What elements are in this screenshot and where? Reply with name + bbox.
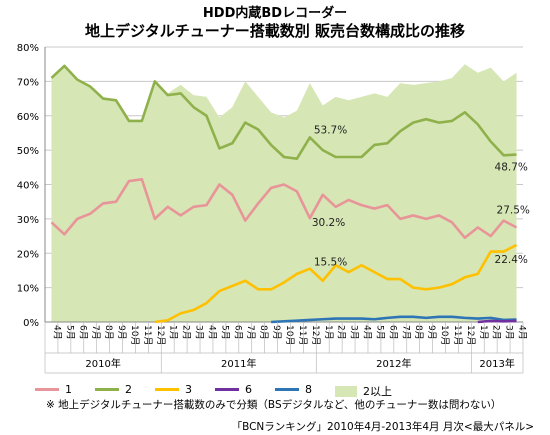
x-tick-label: 11月 bbox=[142, 325, 153, 345]
year-label: 2010年 bbox=[85, 357, 120, 370]
source-note: 「BCNランキング」2010年4月-2013年4月 月次<最大パネル> bbox=[231, 421, 534, 433]
legend-label-2plus: 2以上 bbox=[363, 385, 392, 398]
data-label: 30.2% bbox=[312, 217, 345, 229]
x-tick-label: 11月 bbox=[452, 325, 463, 345]
x-tick-label: 9月 bbox=[426, 325, 437, 340]
legend-swatch-3 bbox=[155, 388, 179, 391]
chart-title: HDD内蔵BDレコーダー bbox=[202, 6, 348, 21]
x-tick-label: 10月 bbox=[129, 325, 140, 345]
year-label: 2012年 bbox=[376, 357, 411, 370]
x-tick-label: 8月 bbox=[413, 325, 424, 340]
x-tick-label: 7月 bbox=[245, 325, 256, 340]
legend: 1 2 3 6 8 2以上 bbox=[35, 383, 515, 399]
legend-label-1: 1 bbox=[65, 383, 72, 396]
line-series-8 bbox=[271, 315, 517, 324]
x-tick-label: 6月 bbox=[387, 325, 398, 340]
x-tick-label: 5月 bbox=[374, 325, 385, 340]
line-series-6 bbox=[477, 319, 517, 324]
legend-label-6: 6 bbox=[245, 383, 252, 396]
data-label: 22.4% bbox=[495, 254, 528, 266]
legend-item-6: 6 bbox=[215, 383, 252, 396]
y-tick-label: 50% bbox=[17, 146, 39, 157]
line-series-2 bbox=[50, 64, 517, 161]
x-tick-label: 10月 bbox=[439, 325, 450, 345]
x-tick-label: 2月 bbox=[491, 325, 502, 340]
x-tick-label: 5月 bbox=[64, 325, 75, 340]
x-tick-label: 4月 bbox=[517, 325, 528, 340]
y-tick-label: 30% bbox=[17, 215, 39, 226]
legend-label-8: 8 bbox=[305, 383, 312, 396]
x-tick-label: 7月 bbox=[400, 325, 411, 340]
data-label: 53.7% bbox=[314, 124, 347, 136]
x-tick-label: 1月 bbox=[168, 325, 179, 340]
legend-label-2: 2 bbox=[125, 383, 132, 396]
x-tick-label: 3月 bbox=[194, 325, 205, 340]
footnote: ※ 地上デジタルチューナー搭載数のみで分類（BSデジタルなど、他のチューナー数は… bbox=[46, 399, 502, 411]
data-label: 27.5% bbox=[497, 204, 530, 216]
legend-swatch-2plus bbox=[335, 385, 357, 397]
x-tick-label: 11月 bbox=[297, 325, 308, 345]
x-tick-label: 8月 bbox=[258, 325, 269, 340]
x-tick-label: 1月 bbox=[478, 325, 489, 340]
legend-item-1: 1 bbox=[35, 383, 72, 396]
line-series-3 bbox=[154, 243, 518, 324]
y-tick-label: 80% bbox=[17, 43, 39, 54]
x-tick-label: 9月 bbox=[271, 325, 282, 340]
legend-item-8: 8 bbox=[275, 383, 312, 396]
y-tick-label: 20% bbox=[17, 249, 39, 260]
x-tick-label: 12月 bbox=[465, 325, 476, 345]
x-tick-label: 7月 bbox=[90, 325, 101, 340]
y-tick-label: 60% bbox=[17, 112, 39, 123]
legend-item-3: 3 bbox=[155, 383, 192, 396]
legend-swatch-6 bbox=[215, 388, 239, 391]
y-tick-label: 0% bbox=[23, 318, 39, 329]
x-tick-label: 4月 bbox=[51, 325, 62, 340]
legend-item-2: 2 bbox=[95, 383, 132, 396]
x-tick-label: 1月 bbox=[323, 325, 334, 340]
legend-swatch-1 bbox=[35, 388, 59, 391]
x-tick-label: 4月 bbox=[206, 325, 217, 340]
legend-item-2plus: 2以上 bbox=[335, 383, 392, 399]
x-tick-label: 10月 bbox=[284, 325, 295, 345]
year-label: 2011年 bbox=[221, 357, 256, 370]
area-series-2plus bbox=[51, 64, 517, 322]
line-series-1 bbox=[50, 178, 518, 240]
x-tick-label: 3月 bbox=[504, 325, 515, 340]
x-tick-label: 2月 bbox=[181, 325, 192, 340]
x-tick-label: 9月 bbox=[116, 325, 127, 340]
x-tick-label: 12月 bbox=[310, 325, 321, 345]
y-tick-label: 70% bbox=[17, 77, 39, 88]
x-tick-label: 12月 bbox=[155, 325, 166, 345]
x-tick-label: 5月 bbox=[219, 325, 230, 340]
x-tick-label: 3月 bbox=[349, 325, 360, 340]
x-tick-label: 6月 bbox=[77, 325, 88, 340]
x-tick-label: 8月 bbox=[103, 325, 114, 340]
chart-subtitle: 地上デジタルチューナー搭載数別 販売台数構成比の推移 bbox=[85, 22, 465, 40]
x-tick-label: 2月 bbox=[336, 325, 347, 340]
x-tick-label: 4月 bbox=[362, 325, 373, 340]
data-label: 15.5% bbox=[314, 257, 347, 269]
data-label: 48.7% bbox=[495, 162, 528, 174]
legend-label-3: 3 bbox=[185, 383, 192, 396]
y-tick-label: 40% bbox=[17, 181, 39, 192]
legend-swatch-8 bbox=[275, 388, 299, 391]
year-label: 2013年 bbox=[479, 357, 514, 370]
y-tick-label: 10% bbox=[17, 284, 39, 295]
x-tick-label: 6月 bbox=[232, 325, 243, 340]
legend-swatch-2 bbox=[95, 388, 119, 391]
